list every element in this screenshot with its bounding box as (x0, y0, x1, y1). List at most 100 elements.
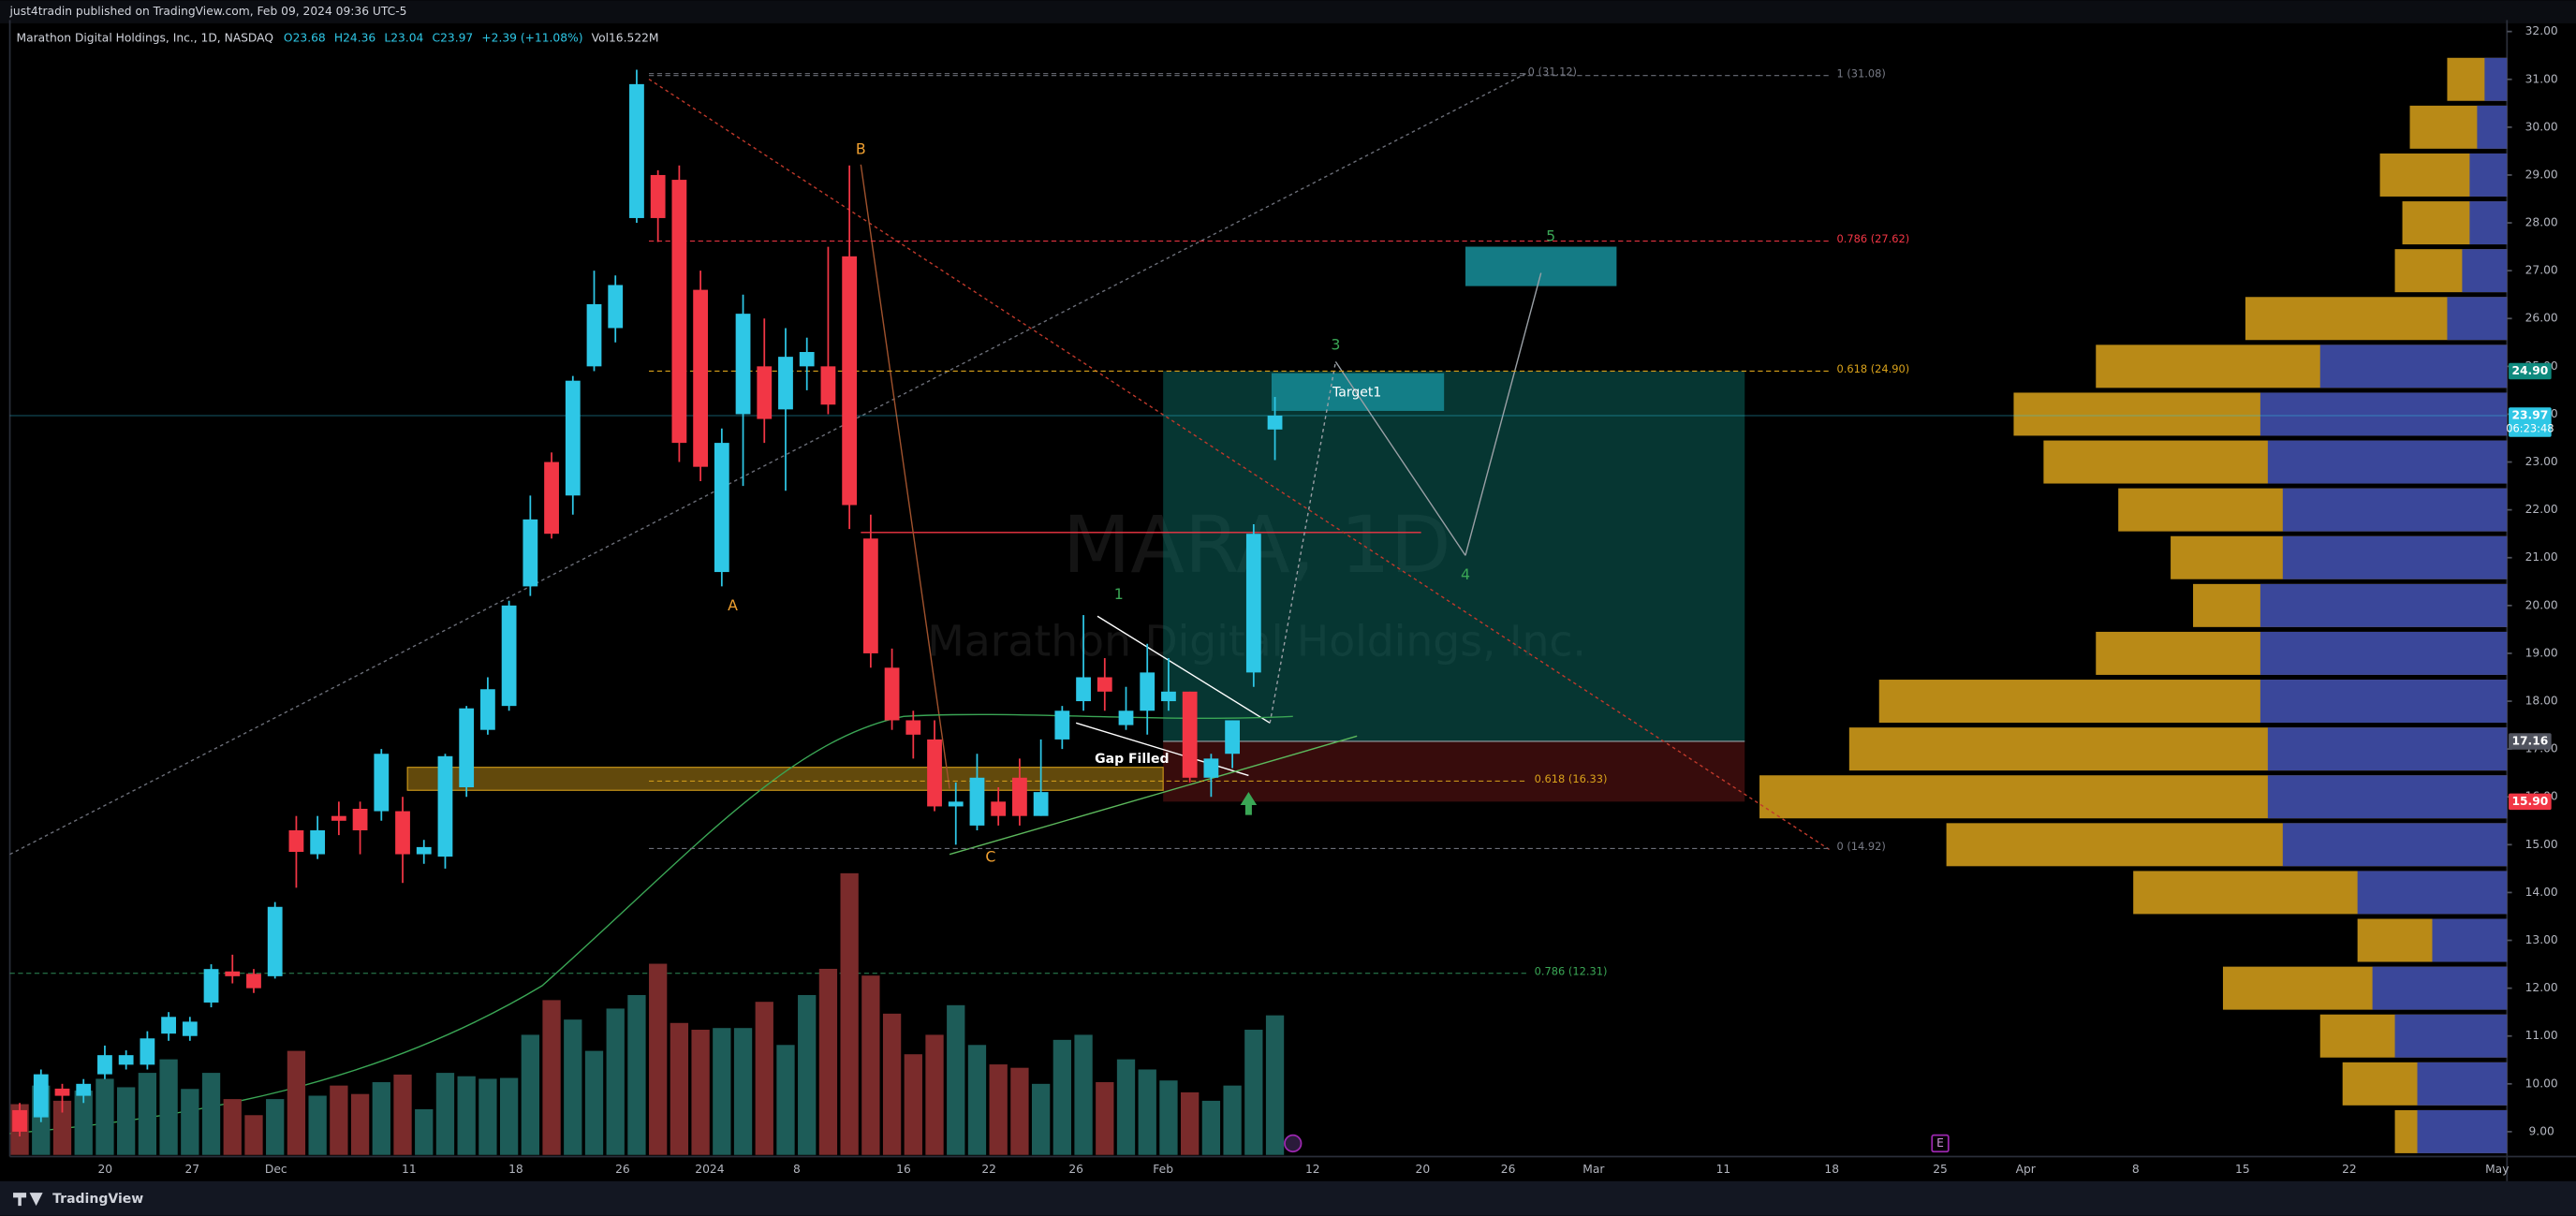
volume-bar (159, 1059, 178, 1155)
volume-bar (691, 1030, 710, 1155)
volume-bar (818, 968, 838, 1155)
legend-high: H24.36 (334, 31, 376, 44)
wave-label: A (728, 596, 738, 614)
volume-bar (244, 1115, 263, 1155)
lightning-marker (1284, 1134, 1303, 1153)
candle-body (565, 380, 581, 496)
x-tick-label: Apr (2016, 1163, 2037, 1176)
x-tick-label: 25 (1933, 1163, 1948, 1176)
countdown: 06:23:48 (2506, 422, 2554, 435)
volume-bar (74, 1091, 93, 1155)
candle-body (693, 289, 708, 467)
y-tick-label: 22.00 (2525, 503, 2558, 516)
x-tick-label: 27 (184, 1163, 199, 1176)
candle-body (331, 815, 346, 821)
x-tick-label: 26 (1501, 1163, 1516, 1176)
volume-bar (52, 1100, 72, 1155)
x-tick-label: 26 (1068, 1163, 1083, 1176)
x-tick-label: 8 (2132, 1163, 2140, 1176)
trend-line (949, 735, 1358, 856)
volume-bar (542, 1000, 561, 1155)
y-tick-label: 29.00 (2525, 168, 2558, 181)
candle-body (629, 83, 644, 218)
x-tick-label: 16 (896, 1163, 911, 1176)
volume-bar (840, 872, 859, 1155)
candle-body (862, 538, 878, 653)
volume-bar (350, 1093, 370, 1155)
volume-bar (861, 975, 880, 1155)
candle-body (927, 739, 942, 807)
y-tick-label: 27.00 (2525, 264, 2558, 277)
volume-bar (733, 1028, 753, 1155)
candle-body (757, 366, 773, 419)
volume-bar (947, 1004, 965, 1155)
volume-bar (201, 1073, 221, 1155)
profile-down (2372, 966, 2508, 1010)
x-tick-label: 20 (97, 1163, 112, 1176)
profile-down (2417, 1062, 2508, 1106)
x-tick-label: 20 (1416, 1163, 1431, 1176)
volume-bar (925, 1034, 944, 1155)
candle-body (1161, 691, 1176, 702)
y-tick-label: 10.00 (2525, 1077, 2558, 1090)
volume-bar (776, 1045, 795, 1155)
gap-zone (406, 767, 1164, 791)
volume-bar (181, 1089, 199, 1155)
profile-down (2260, 392, 2508, 436)
y-tick-label: 14.00 (2525, 886, 2558, 899)
y-tick-label: 20.00 (2525, 598, 2558, 611)
volume-bar (1096, 1082, 1114, 1155)
profile-down (2267, 727, 2508, 771)
fib-label: 0.786 (12.31) (1535, 965, 1608, 978)
profile-down (2260, 631, 2508, 675)
wave-label: 3 (1331, 335, 1340, 353)
y-tick-label: 26.00 (2525, 312, 2558, 325)
candle-body (480, 689, 495, 730)
candle-body (1118, 711, 1134, 725)
volume-bar (564, 1019, 582, 1155)
candle-body (225, 971, 241, 976)
volume-bar (1052, 1039, 1071, 1155)
profile-down (2282, 488, 2508, 532)
candle-body (586, 303, 602, 367)
y-tick-label: 31.00 (2525, 72, 2558, 85)
y-tick-label: 13.00 (2525, 933, 2558, 946)
fib-label: 0.618 (16.33) (1535, 772, 1608, 785)
trend-line (1334, 360, 1466, 556)
profile-down (2469, 201, 2508, 245)
candle-body (1097, 677, 1112, 692)
x-tick-label: 18 (1824, 1163, 1839, 1176)
candle-body (12, 1109, 27, 1132)
candle-body (948, 801, 964, 807)
candle-body (182, 1021, 198, 1036)
candle-body (203, 969, 219, 1003)
wave-label: B (856, 140, 866, 158)
candle-body (714, 443, 729, 573)
candle-body (140, 1038, 155, 1065)
volume-bar (713, 1028, 731, 1155)
profile-down (2447, 297, 2508, 341)
legend: Marathon Digital Holdings, Inc., 1D, NAS… (17, 31, 659, 44)
fib-label: 0.618 (24.90) (1836, 362, 1909, 375)
volume-bar (649, 963, 668, 1155)
volume-bar (606, 1008, 625, 1155)
y-tick-label: 23.00 (2525, 455, 2558, 468)
volume-bar (308, 1095, 327, 1155)
profile-down (2282, 535, 2508, 579)
volume-bar (1244, 1030, 1263, 1155)
footer-bar (0, 1180, 2576, 1216)
volume-bar (1074, 1034, 1093, 1155)
volume-bar (1265, 1015, 1285, 1155)
candle-body (523, 519, 538, 587)
x-tick-label: Dec (265, 1163, 287, 1176)
candle-body (842, 256, 858, 505)
x-tick-label: 2024 (695, 1163, 724, 1176)
volume-bar (1138, 1069, 1156, 1155)
price-tag-label: 15.90 (2511, 795, 2548, 808)
x-tick-label: 11 (1716, 1163, 1731, 1176)
trend-line (860, 164, 950, 789)
volume-bar (393, 1074, 412, 1155)
y-tick-label: 19.00 (2525, 646, 2558, 659)
